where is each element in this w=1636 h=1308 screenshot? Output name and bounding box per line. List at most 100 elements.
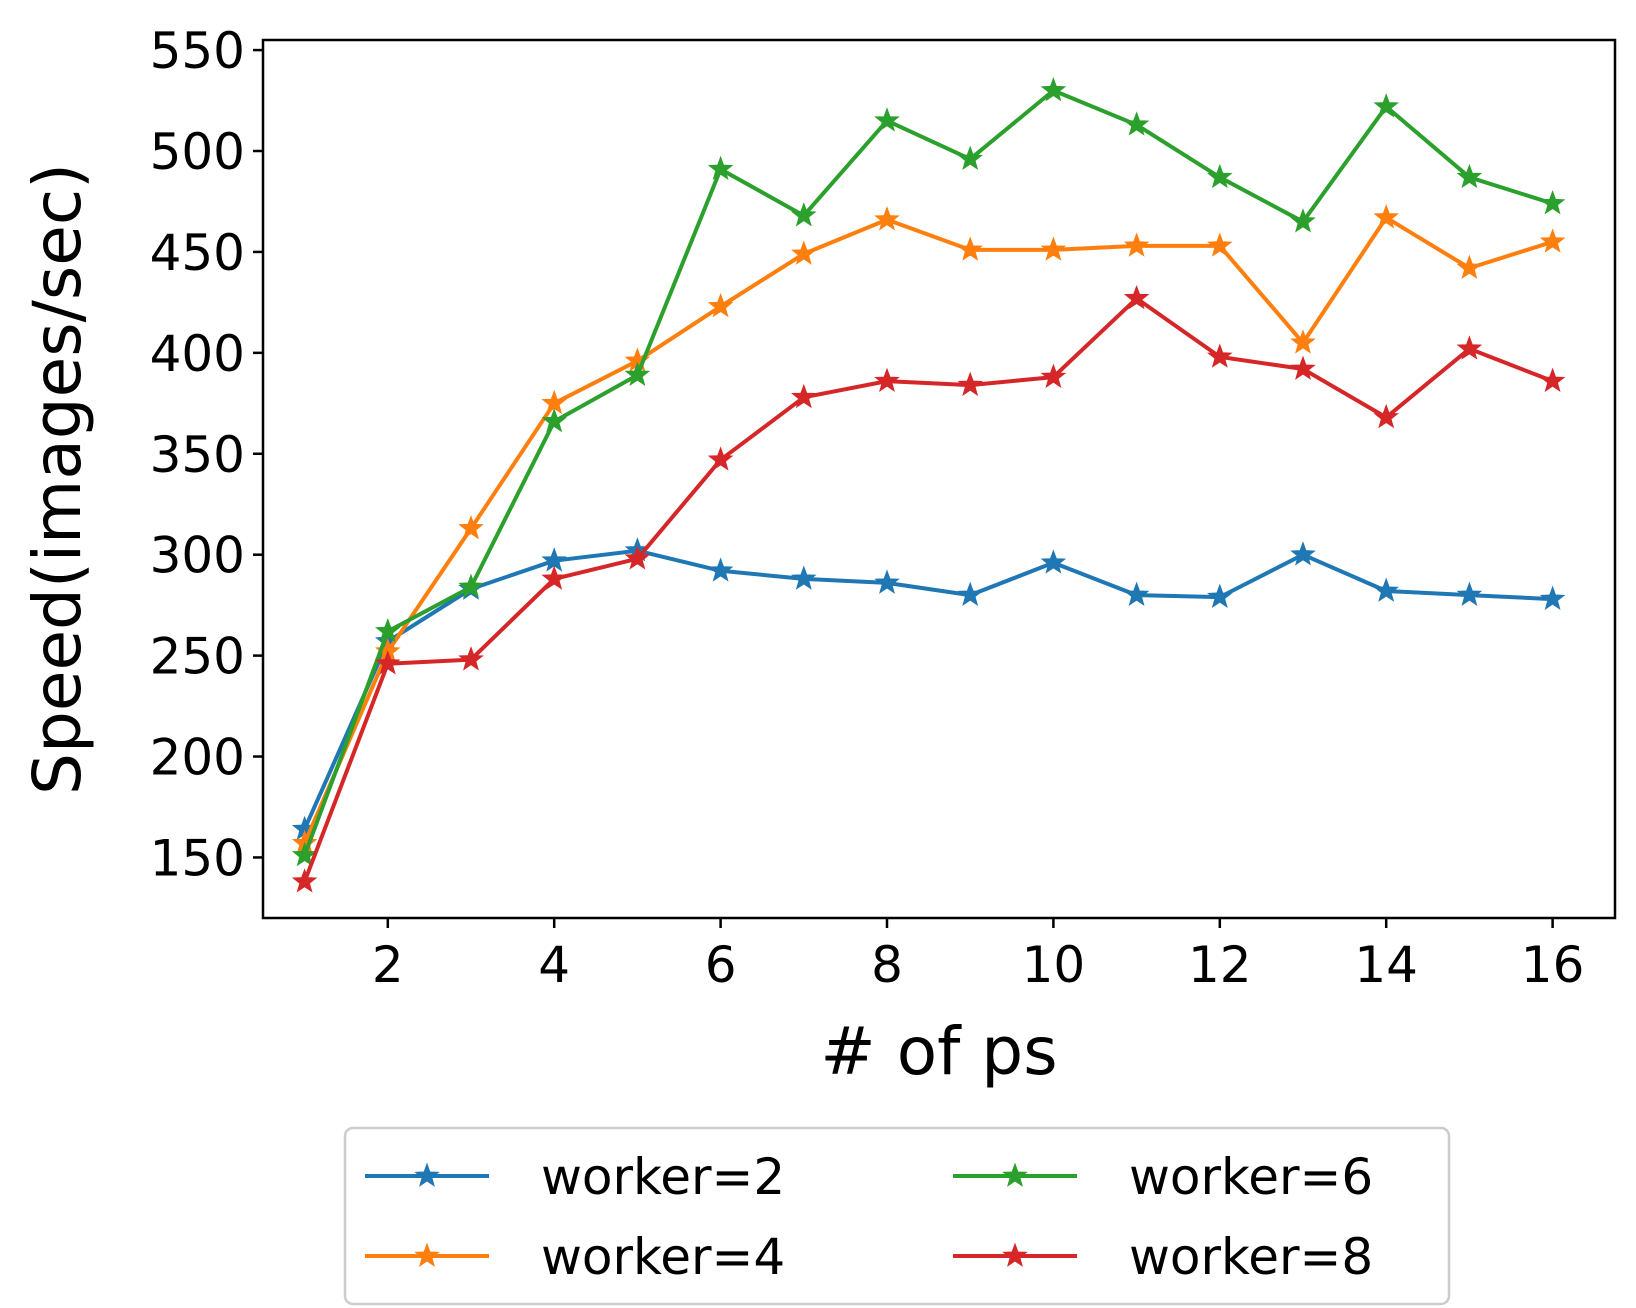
legend-item: worker=8 xyxy=(953,1228,1373,1286)
data-point xyxy=(791,383,817,409)
data-point xyxy=(458,646,484,671)
y-tick-label: 350 xyxy=(150,426,245,484)
y-tick-label: 550 xyxy=(150,22,245,80)
data-point xyxy=(1040,549,1067,574)
data-point xyxy=(1373,577,1399,602)
y-tick-label: 200 xyxy=(150,729,245,787)
x-tick-label: 10 xyxy=(1022,936,1086,994)
x-tick-label: 12 xyxy=(1188,936,1252,994)
data-point xyxy=(1290,355,1316,380)
data-point xyxy=(624,361,651,386)
data-point xyxy=(541,565,567,590)
data-point xyxy=(1539,228,1566,253)
x-tick-label: 2 xyxy=(372,936,404,994)
data-point xyxy=(1456,254,1483,279)
series-layer xyxy=(291,77,1566,893)
data-point xyxy=(1290,208,1316,233)
y-tick-label: 150 xyxy=(150,829,245,887)
y-tick-label: 450 xyxy=(150,224,245,282)
plot-frame xyxy=(261,38,1617,920)
x-tick-label: 6 xyxy=(705,936,737,994)
y-tick-label: 500 xyxy=(150,123,245,181)
series-line xyxy=(302,548,1553,831)
data-point xyxy=(1207,163,1233,189)
data-point xyxy=(1373,204,1399,229)
data-point xyxy=(791,202,817,227)
x-tick-label: 4 xyxy=(538,936,570,994)
data-point xyxy=(957,371,983,397)
legend-label: worker=6 xyxy=(1129,1148,1373,1206)
data-point xyxy=(1123,232,1150,257)
data-point xyxy=(1207,343,1233,368)
x-axis-title: # of ps xyxy=(820,1013,1057,1090)
series-worker=2 xyxy=(291,537,1566,841)
data-point xyxy=(1373,93,1399,118)
series-worker=4 xyxy=(291,204,1566,855)
data-point xyxy=(874,569,900,594)
data-point xyxy=(1539,585,1566,610)
legend-swatch-marker xyxy=(414,1242,440,1267)
data-point xyxy=(957,236,983,261)
legend-swatch-marker xyxy=(1002,1242,1028,1267)
data-point xyxy=(1040,363,1067,388)
legend-frame xyxy=(343,1126,1451,1306)
data-point xyxy=(291,841,318,867)
x-tick-label: 14 xyxy=(1354,936,1418,994)
data-point xyxy=(791,565,817,590)
data-point xyxy=(541,408,567,433)
data-point xyxy=(791,240,817,265)
data-point xyxy=(1207,583,1233,608)
data-point xyxy=(1373,403,1399,429)
data-point xyxy=(1123,111,1150,136)
data-point xyxy=(624,545,651,570)
x-tick-label: 16 xyxy=(1521,936,1585,994)
series-line xyxy=(302,88,1554,857)
series-worker=6 xyxy=(291,77,1566,867)
series-line xyxy=(302,215,1554,845)
data-point xyxy=(707,557,734,582)
legend-item: worker=4 xyxy=(365,1228,785,1286)
series-line xyxy=(302,296,1554,883)
data-point xyxy=(707,292,734,318)
data-point xyxy=(291,868,318,893)
data-point xyxy=(707,155,734,181)
data-point xyxy=(1539,190,1566,215)
data-point xyxy=(458,573,484,598)
y-tick-label: 250 xyxy=(150,628,245,686)
data-point xyxy=(458,515,484,540)
data-point xyxy=(1123,284,1150,310)
legend: worker=2 worker=4 worker=6 worker=8 xyxy=(343,1126,1451,1306)
data-point xyxy=(1123,581,1150,606)
y-tick-label: 400 xyxy=(150,325,245,383)
data-point xyxy=(874,107,900,132)
legend-swatch-marker xyxy=(414,1162,440,1187)
plot-area xyxy=(263,40,1615,918)
data-point xyxy=(874,367,900,392)
legend-label: worker=2 xyxy=(541,1148,785,1206)
legend-swatch-marker xyxy=(1002,1162,1028,1187)
x-tick-label: 8 xyxy=(871,936,903,994)
y-axis-title: Speed(images/sec) xyxy=(19,163,96,795)
legend-label: worker=4 xyxy=(541,1228,785,1286)
legend-item: worker=6 xyxy=(953,1148,1373,1206)
legend-label: worker=8 xyxy=(1129,1228,1373,1286)
data-point xyxy=(1290,329,1316,354)
data-point xyxy=(375,650,401,675)
data-point xyxy=(1290,541,1316,566)
x-axis: 2 4 6 8 10 12 14 16 xyxy=(372,918,1585,994)
data-point xyxy=(1456,335,1483,360)
data-point xyxy=(1539,367,1566,392)
series-worker=8 xyxy=(291,284,1566,893)
data-point xyxy=(375,617,401,643)
data-point xyxy=(957,581,983,606)
data-point xyxy=(1040,236,1067,261)
y-axis: 150 200 250 300 350 400 450 500 550 xyxy=(150,22,263,887)
data-point xyxy=(707,446,734,471)
data-point xyxy=(1207,232,1233,257)
data-point xyxy=(874,206,900,231)
data-point xyxy=(1456,581,1483,606)
data-point xyxy=(1040,77,1067,102)
data-point xyxy=(957,145,983,170)
legend-item: worker=2 xyxy=(365,1148,785,1206)
